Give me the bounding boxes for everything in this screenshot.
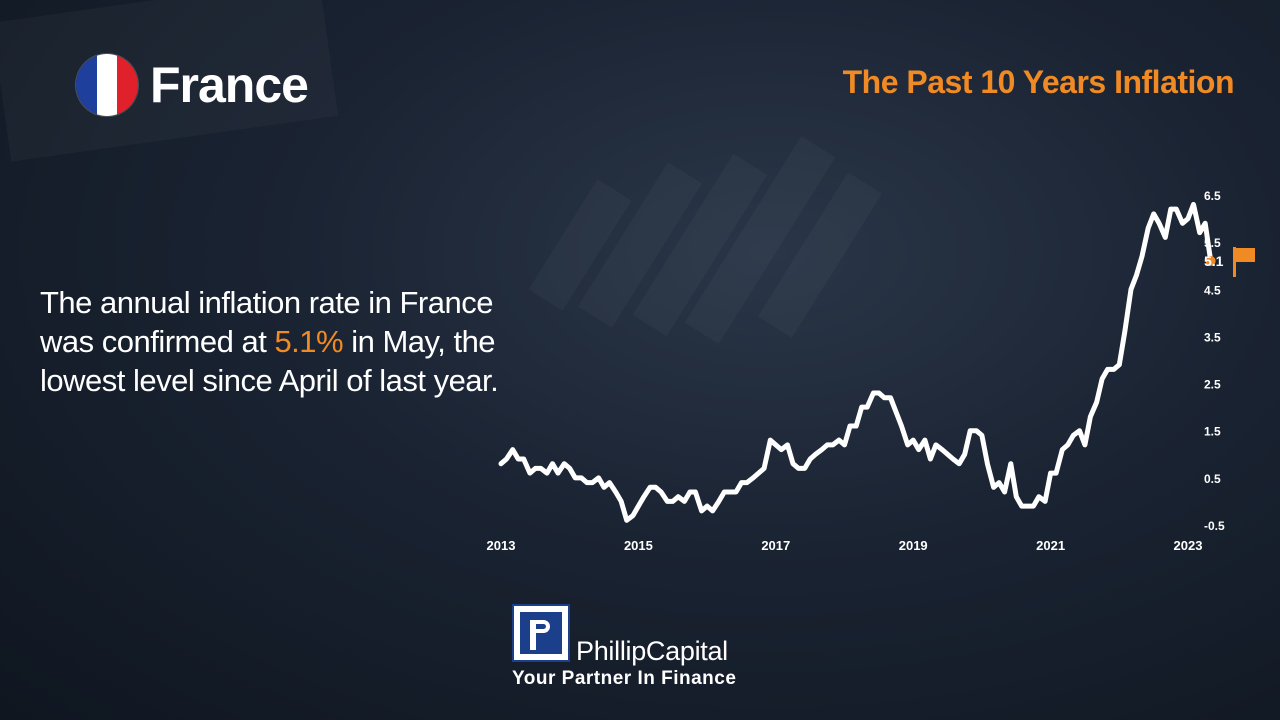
- last-value-label: 5.1: [1204, 253, 1224, 269]
- flag-stripe-blue: [76, 54, 97, 116]
- flag-icon: [1233, 247, 1255, 277]
- y-tick-label: 1.5: [1204, 425, 1221, 439]
- summary-text: The annual inflation rate in France was …: [40, 283, 520, 400]
- last-data-point: [1205, 256, 1216, 266]
- flag-stripe-white: [96, 54, 118, 116]
- phillipcapital-logo: PhillipCapital Your Partner In Finance: [512, 604, 772, 690]
- y-tick-label: 2.5: [1204, 378, 1221, 392]
- y-tick-label: 0.5: [1204, 472, 1221, 486]
- y-tick-label: -0.5: [1204, 519, 1225, 533]
- country-header: France: [76, 52, 309, 118]
- logo-tagline: Your Partner In Finance: [512, 668, 737, 689]
- summary-text-before: The annual inflation rate in France was …: [40, 285, 493, 359]
- y-tick-label: 6.5: [1204, 189, 1221, 203]
- country-name: France: [150, 57, 309, 113]
- x-tick-label: 2019: [899, 538, 928, 553]
- x-tick-label: 2017: [761, 538, 790, 553]
- y-tick-label: 4.5: [1204, 283, 1221, 297]
- logo-mark-icon: [512, 604, 570, 662]
- inflation-series-line: [498, 201, 1214, 523]
- france-flag-icon: [76, 54, 138, 116]
- chart-title: The Past 10 Years Inflation: [842, 64, 1235, 100]
- x-tick-label: 2015: [624, 538, 653, 553]
- x-tick-label: 2021: [1036, 538, 1065, 553]
- x-tick-label: 2023: [1174, 538, 1203, 553]
- x-tick-label: 2013: [487, 538, 516, 553]
- summary-highlight-value: 5.1%: [274, 324, 344, 359]
- y-tick-label: 3.5: [1204, 330, 1221, 344]
- x-axis-ticks: 2013 2015 2017 2019 2021 2023: [487, 538, 1203, 553]
- flag-stripe-red: [117, 54, 138, 116]
- summary-text-after: in May, the lowest level since April of …: [40, 324, 499, 398]
- logo-name: PhillipCapital: [576, 636, 728, 666]
